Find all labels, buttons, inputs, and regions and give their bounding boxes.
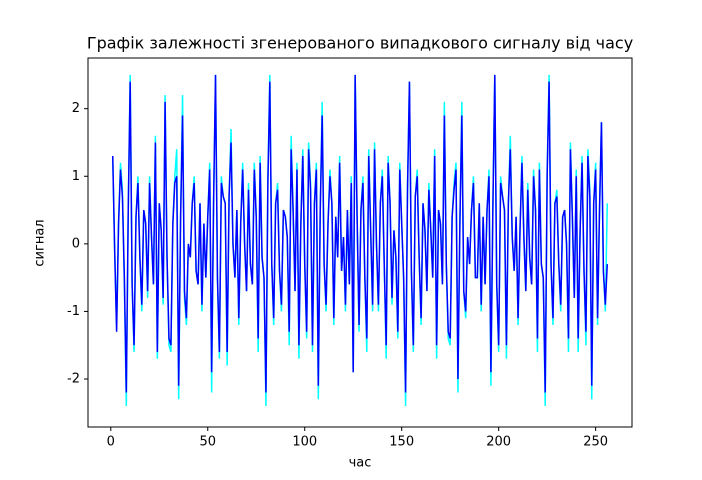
y-tick-label: 1 — [72, 169, 80, 184]
y-axis-label: сигнал — [33, 219, 48, 266]
data-line — [111, 74, 609, 393]
x-tick-label: 150 — [389, 435, 414, 450]
x-tick-label: 100 — [292, 435, 317, 450]
plot-frame — [87, 57, 633, 428]
chart-title: Графік залежності згенерованого випадков… — [87, 34, 633, 53]
x-axis-label: час — [349, 456, 372, 471]
y-tick-label: -1 — [67, 304, 80, 319]
x-tick-label: 200 — [486, 435, 511, 450]
x-tick-label: 0 — [107, 435, 115, 450]
x-tick-label: 250 — [583, 435, 608, 450]
y-tick-label: 0 — [72, 236, 80, 251]
x-tick-label: 50 — [199, 435, 216, 450]
y-tick-label: -2 — [67, 372, 80, 387]
y-tick-label: 2 — [72, 101, 80, 116]
